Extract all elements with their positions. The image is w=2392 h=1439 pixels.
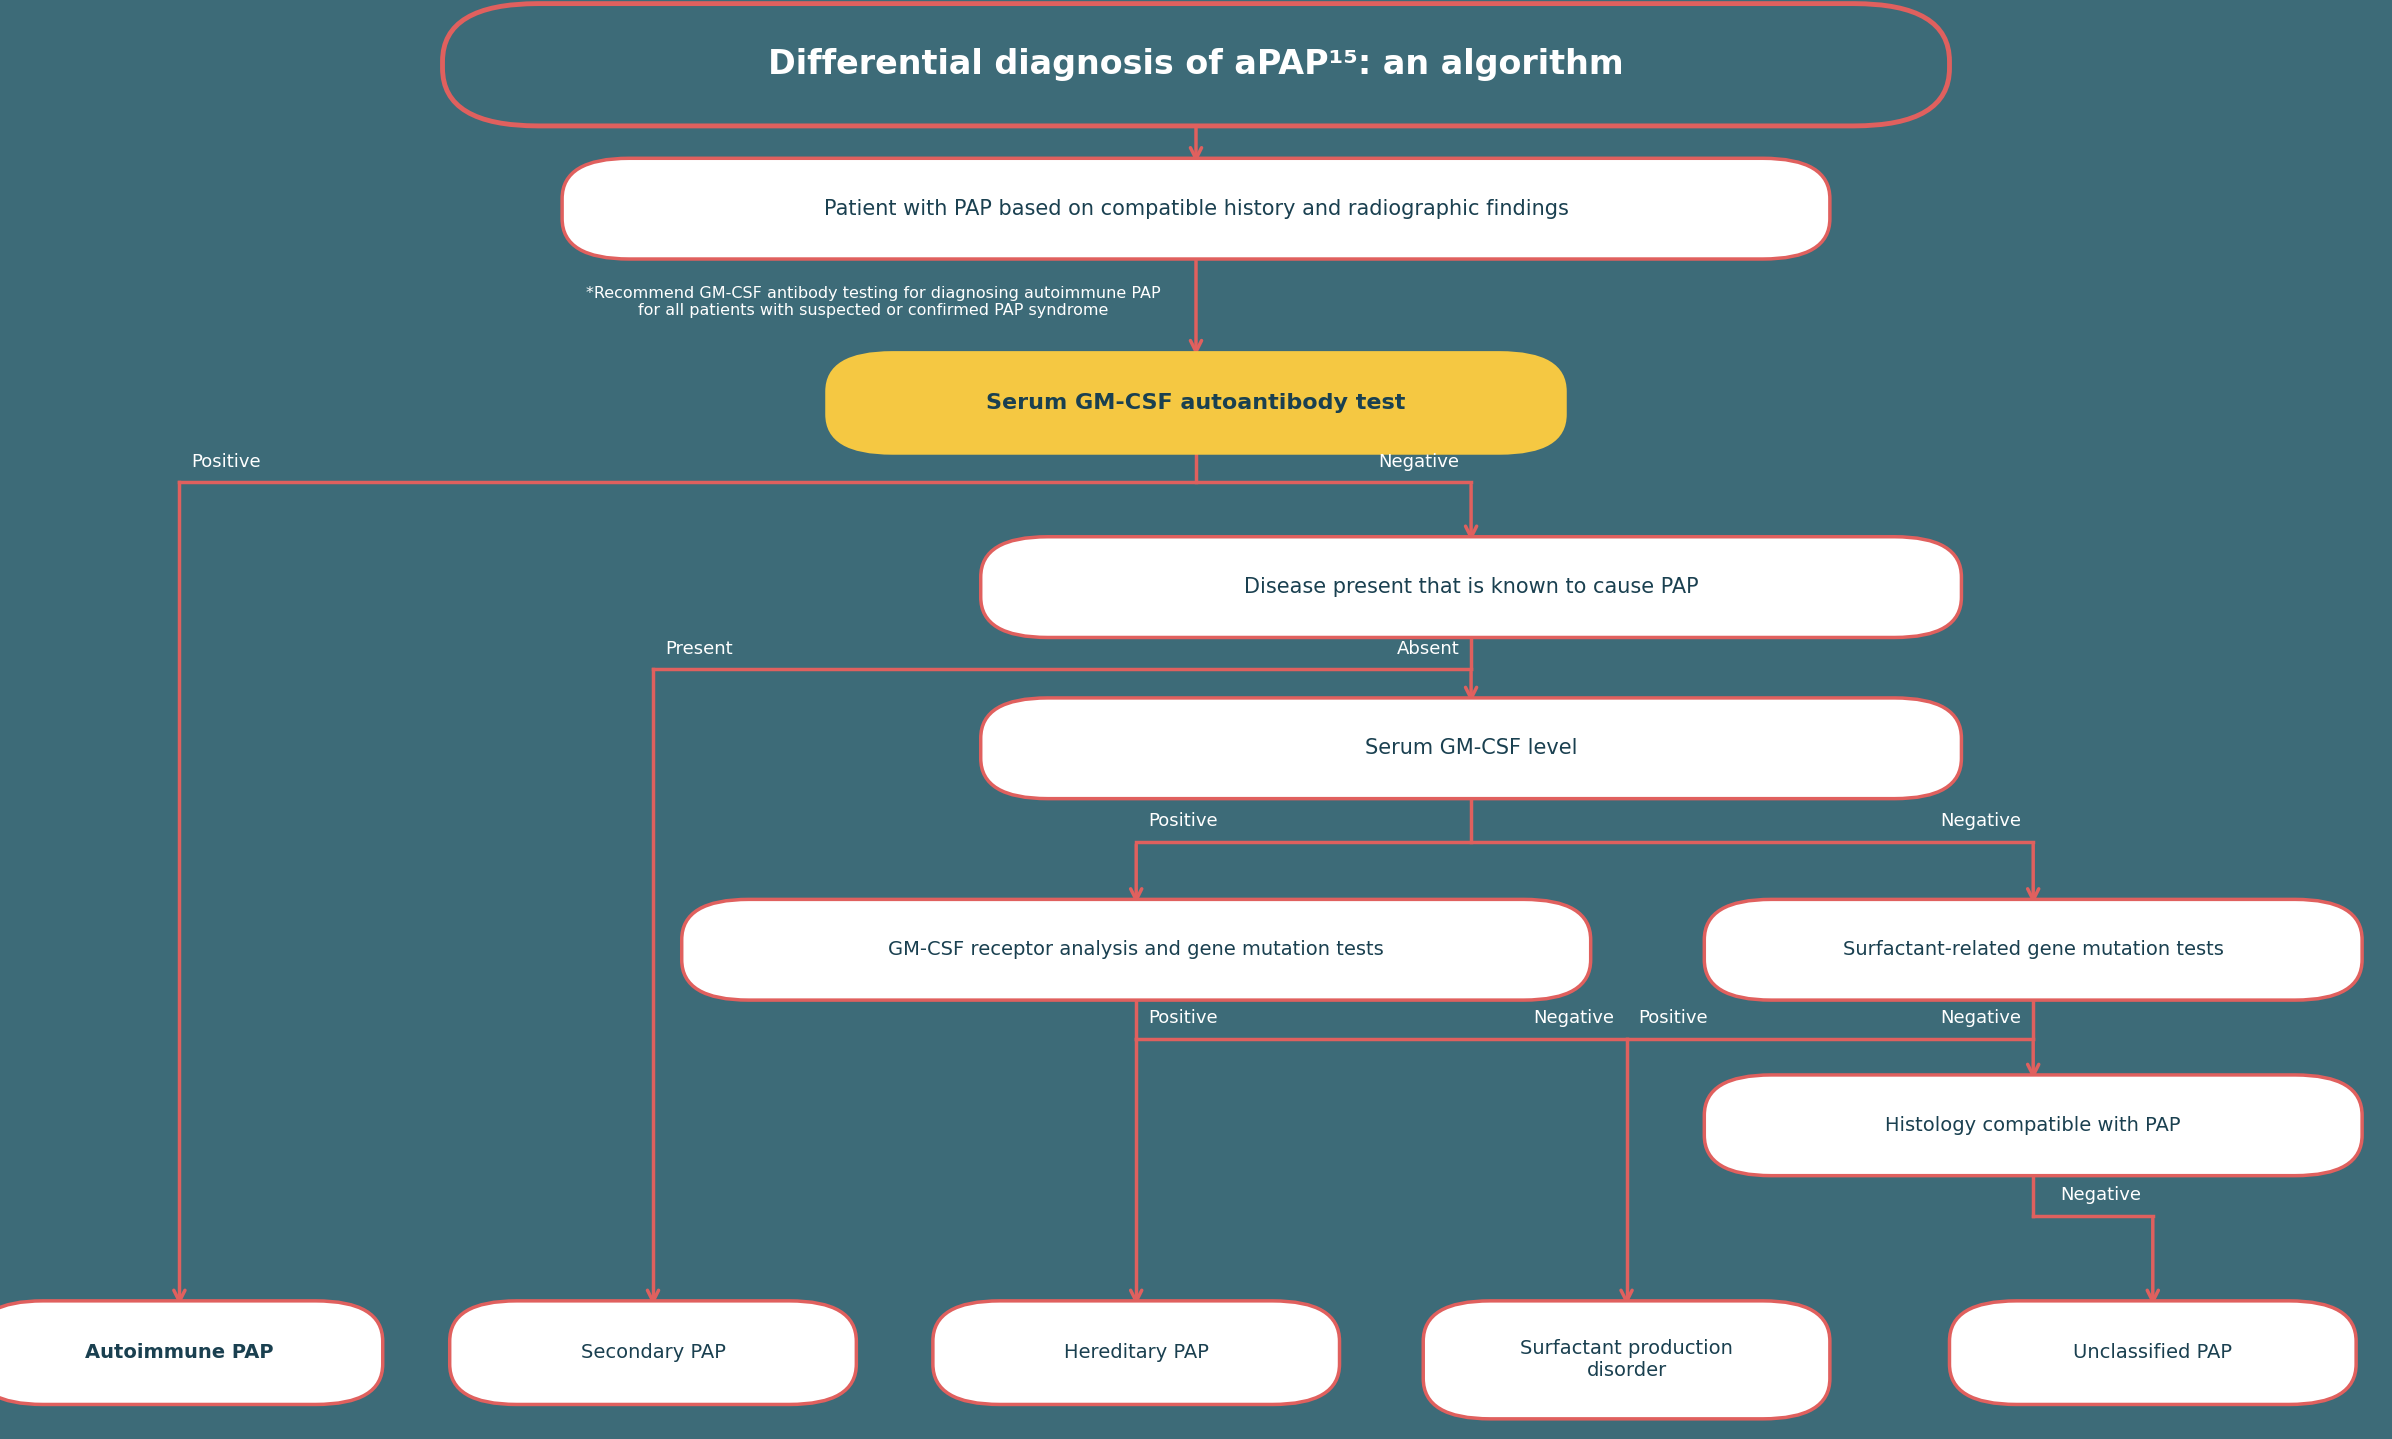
FancyBboxPatch shape	[825, 351, 1567, 455]
Text: Surfactant production
disorder: Surfactant production disorder	[1521, 1340, 1732, 1380]
Text: Histology compatible with PAP: Histology compatible with PAP	[1885, 1115, 2182, 1135]
FancyBboxPatch shape	[1949, 1301, 2356, 1404]
Text: Secondary PAP: Secondary PAP	[581, 1343, 725, 1363]
Text: Negative: Negative	[1940, 1009, 2021, 1027]
Text: Negative: Negative	[1940, 812, 2021, 830]
FancyBboxPatch shape	[1703, 899, 2361, 1000]
Text: Absent: Absent	[1397, 639, 1459, 658]
Text: Present: Present	[665, 639, 732, 658]
Text: Differential diagnosis of aPAP¹⁵: an algorithm: Differential diagnosis of aPAP¹⁵: an alg…	[768, 49, 1624, 81]
Text: GM-CSF receptor analysis and gene mutation tests: GM-CSF receptor analysis and gene mutati…	[887, 940, 1385, 960]
Text: Positive: Positive	[191, 452, 261, 471]
Text: *Recommend GM-CSF antibody testing for diagnosing autoimmune PAP
for all patient: *Recommend GM-CSF antibody testing for d…	[586, 286, 1160, 318]
Text: Positive: Positive	[1639, 1009, 1708, 1027]
FancyBboxPatch shape	[562, 158, 1830, 259]
FancyBboxPatch shape	[682, 899, 1591, 1000]
Text: Unclassified PAP: Unclassified PAP	[2074, 1343, 2232, 1363]
Text: Surfactant-related gene mutation tests: Surfactant-related gene mutation tests	[1842, 940, 2225, 960]
Text: Patient with PAP based on compatible history and radiographic findings: Patient with PAP based on compatible his…	[823, 199, 1569, 219]
FancyBboxPatch shape	[443, 4, 1949, 127]
FancyBboxPatch shape	[450, 1301, 856, 1404]
Text: Negative: Negative	[2060, 1186, 2141, 1204]
Text: Disease present that is known to cause PAP: Disease present that is known to cause P…	[1244, 577, 1698, 597]
Text: Positive: Positive	[1148, 812, 1218, 830]
Text: Negative: Negative	[1378, 452, 1459, 471]
Text: Positive: Positive	[1148, 1009, 1218, 1027]
Text: Autoimmune PAP: Autoimmune PAP	[86, 1343, 273, 1363]
FancyBboxPatch shape	[933, 1301, 1340, 1404]
Text: Negative: Negative	[1533, 1009, 1615, 1027]
FancyBboxPatch shape	[0, 1301, 383, 1404]
FancyBboxPatch shape	[1703, 1075, 2361, 1176]
Text: Serum GM-CSF level: Serum GM-CSF level	[1366, 738, 1576, 758]
FancyBboxPatch shape	[981, 698, 1961, 799]
Text: Serum GM-CSF autoantibody test: Serum GM-CSF autoantibody test	[986, 393, 1406, 413]
Text: Hereditary PAP: Hereditary PAP	[1064, 1343, 1208, 1363]
FancyBboxPatch shape	[1423, 1301, 1830, 1419]
FancyBboxPatch shape	[981, 537, 1961, 637]
